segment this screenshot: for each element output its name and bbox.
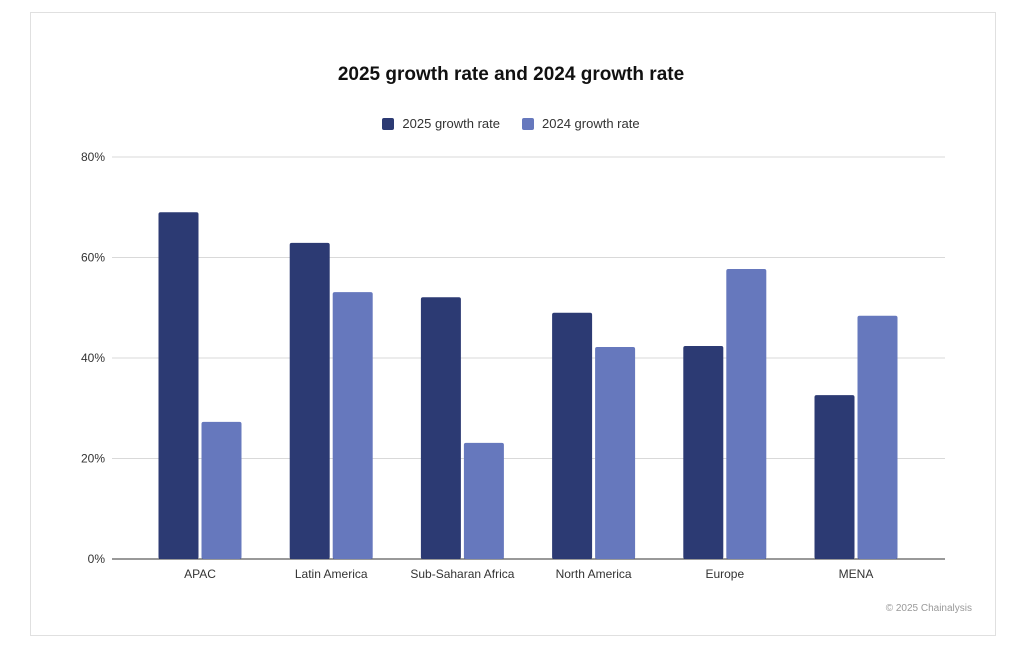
credit: © 2025 Chainalysis [885,603,972,614]
bar-2024 [726,269,767,559]
legend-swatch-2024 [522,117,534,130]
bar-2024 [595,346,636,559]
bar-2025 [420,297,461,559]
bar-2025 [158,212,199,559]
x-tick-label: Latin America [295,567,368,581]
legend-label-2025: 2025 growth rate [402,116,500,131]
legend: 2025 growth rate 2024 growth rate [0,116,1022,131]
bar-2024 [332,292,373,559]
x-tick-label: MENA [839,567,874,581]
x-tick-label: Europe [705,567,744,581]
bar-2024 [201,421,242,559]
chart-card [30,12,996,636]
bar-2025 [289,242,330,560]
y-tick-label: 60% [81,251,105,265]
legend-item-2025: 2025 growth rate [382,116,500,131]
x-tick-label: APAC [184,567,216,581]
bar-2024 [463,442,504,559]
bar-2025 [552,312,593,559]
y-tick-label: 20% [81,452,105,466]
legend-swatch-2025 [382,117,395,130]
bar-2025 [683,345,724,559]
legend-item-2024: 2024 growth rate [522,116,640,131]
y-tick-label: 40% [81,351,105,365]
bar-2024 [857,315,898,559]
legend-label-2024: 2024 growth rate [542,116,640,131]
bar-2025 [814,395,855,559]
y-tick-label: 80% [81,150,105,164]
x-tick-label: North America [556,567,632,581]
x-tick-label: Sub-Saharan Africa [410,567,514,581]
chart-title: 2025 growth rate and 2024 growth rate [337,64,685,85]
y-tick-label: 0% [88,552,106,566]
